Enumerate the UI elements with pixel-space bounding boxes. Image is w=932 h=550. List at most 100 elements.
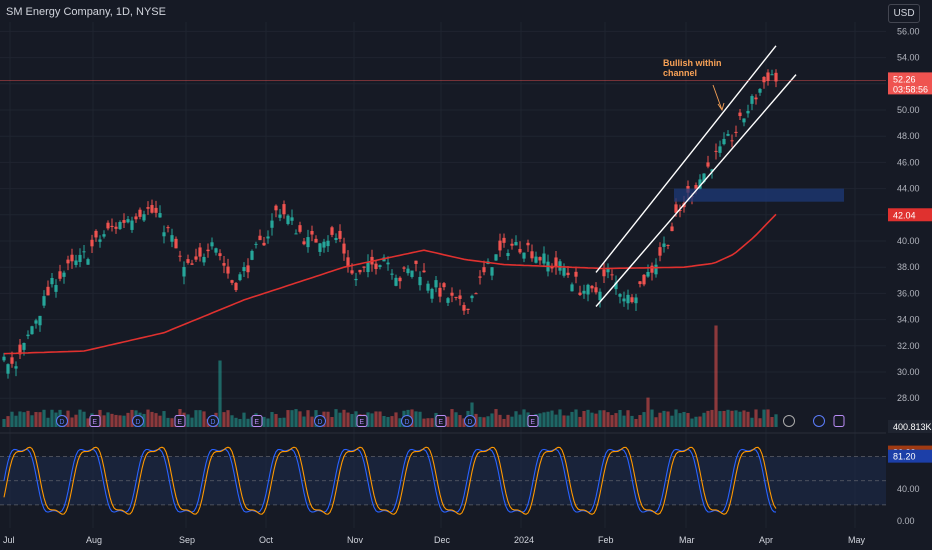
earnings-marker-label: E [438, 419, 443, 426]
volume-bar [74, 414, 78, 427]
volume-bar [382, 416, 386, 427]
volume-bar [282, 417, 286, 427]
candle-body [538, 257, 542, 261]
candle-body [54, 285, 58, 292]
candle-body [694, 185, 698, 191]
volume-bar [82, 411, 86, 427]
volume-bar [558, 409, 562, 427]
candle-body [182, 266, 186, 277]
volume-bar [474, 413, 478, 427]
channel-upper-line [595, 45, 777, 273]
split-marker [783, 415, 795, 427]
volume-bar [266, 418, 270, 427]
earnings-marker [89, 415, 101, 427]
candle-body [766, 72, 770, 82]
volume-bar [486, 416, 490, 427]
candle-body [158, 213, 162, 218]
candle-body [530, 251, 534, 259]
volume-bar [614, 413, 618, 427]
candle-body [442, 283, 446, 288]
volume-bar [378, 411, 382, 427]
stochastic-d-badge [888, 449, 932, 463]
volume-bar [674, 409, 678, 427]
price-tick-label: 28.00 [897, 393, 920, 403]
volume-bar [186, 414, 190, 427]
candle-body [98, 239, 102, 242]
symbol-title[interactable]: SM Energy Company, 1D, NYSE [6, 6, 166, 18]
volume-bar [26, 410, 30, 427]
candle-body [438, 287, 442, 297]
candle-body [610, 274, 614, 276]
volume-bar [494, 409, 498, 427]
candle-body [478, 276, 482, 278]
volume-bar [166, 417, 170, 427]
time-tick-label: Mar [679, 535, 695, 545]
volume-bar [518, 414, 522, 427]
volume-bar [590, 412, 594, 427]
candle-body [90, 239, 94, 247]
volume-bar [238, 418, 242, 427]
price-tick-label: 40.00 [897, 236, 920, 246]
candle-body [678, 210, 682, 212]
volume-bar [70, 417, 74, 427]
candle-body [262, 242, 266, 246]
annotation-line2: channel [663, 68, 697, 78]
earnings-marker-label: E [177, 419, 182, 426]
candle-body [78, 254, 82, 262]
volume-bar [374, 411, 378, 427]
volume-bar [730, 410, 734, 427]
candle-body [718, 146, 722, 153]
price-tick-label: 48.00 [897, 131, 920, 141]
volume-bar [354, 411, 358, 427]
volume-bar [678, 413, 682, 427]
volume-bar [766, 409, 770, 427]
volume-bar [30, 415, 34, 427]
candle-body [162, 232, 166, 237]
volume-bar [650, 409, 654, 427]
volume-badge-text: 400.813K [893, 422, 932, 432]
price-tick-label: 38.00 [897, 262, 920, 272]
candle-body [134, 216, 138, 220]
volume-bar [290, 410, 294, 427]
currency-button[interactable]: USD [888, 4, 920, 23]
candle-body [310, 230, 314, 235]
candle-body [726, 133, 730, 136]
candle-body [126, 219, 130, 223]
candle-body [314, 238, 318, 243]
time-tick-label: Nov [347, 535, 364, 545]
demand-zone [674, 188, 844, 202]
candle-body [346, 257, 350, 268]
candle-body [350, 270, 354, 274]
volume-bar [198, 410, 202, 427]
volume-bar [150, 411, 154, 427]
earnings-marker [356, 415, 368, 427]
candle-body [338, 230, 342, 239]
stochastic-tick-label: 40.00 [897, 484, 920, 494]
candle-body [414, 260, 418, 264]
stochastic-d-badge-text: 81.20 [893, 452, 916, 462]
price-tick-label: 30.00 [897, 367, 920, 377]
earnings-marker-label: E [530, 419, 535, 426]
volume-bar [722, 410, 726, 427]
channel-lower-line [595, 74, 797, 307]
candle-body [426, 283, 430, 291]
candle-body [666, 244, 670, 246]
candle-body [114, 226, 118, 229]
volume-bar [422, 418, 426, 427]
volume-bar [86, 418, 90, 427]
candle-body [170, 235, 174, 242]
last-price-badge [888, 72, 932, 95]
price-tick-label: 36.00 [897, 288, 920, 298]
moving-average-badge-text: 42.04 [893, 210, 916, 220]
candle-body [698, 179, 702, 190]
candle-body [166, 227, 170, 229]
volume-bar [426, 418, 430, 427]
volume-bar [262, 416, 266, 427]
volume-bar [246, 418, 250, 427]
candle-body [202, 256, 206, 263]
volume-bar [602, 410, 606, 427]
time-tick-label: Sep [179, 535, 195, 545]
volume-bar [302, 416, 306, 427]
candle-body [394, 277, 398, 286]
